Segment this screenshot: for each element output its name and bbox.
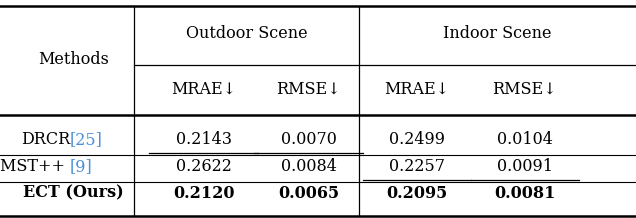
Text: 0.0070: 0.0070 (280, 131, 336, 148)
Text: 0.2120: 0.2120 (173, 185, 234, 202)
Text: 0.2622: 0.2622 (176, 158, 232, 175)
Text: 0.0081: 0.0081 (494, 185, 555, 202)
Text: 0.0084: 0.0084 (280, 158, 336, 175)
Text: 0.0065: 0.0065 (278, 185, 339, 202)
Text: MRAE↓: MRAE↓ (171, 80, 236, 97)
Text: MST++: MST++ (0, 158, 70, 175)
Text: 0.0104: 0.0104 (497, 131, 553, 148)
Text: DRCR: DRCR (21, 131, 70, 148)
Text: MRAE↓: MRAE↓ (384, 80, 449, 97)
Text: ECT (Ours): ECT (Ours) (23, 185, 123, 202)
Text: 0.2143: 0.2143 (176, 131, 232, 148)
Text: 0.2095: 0.2095 (386, 185, 447, 202)
Text: Outdoor Scene: Outdoor Scene (186, 25, 307, 42)
Text: [25]: [25] (70, 131, 103, 148)
Text: [9]: [9] (70, 158, 93, 175)
Text: RMSE↓: RMSE↓ (276, 80, 341, 97)
Text: Indoor Scene: Indoor Scene (443, 25, 552, 42)
Text: RMSE↓: RMSE↓ (492, 80, 557, 97)
Text: 0.0091: 0.0091 (497, 158, 553, 175)
Text: 0.2499: 0.2499 (389, 131, 445, 148)
Text: Methods: Methods (38, 51, 109, 68)
Text: 0.2257: 0.2257 (389, 158, 445, 175)
